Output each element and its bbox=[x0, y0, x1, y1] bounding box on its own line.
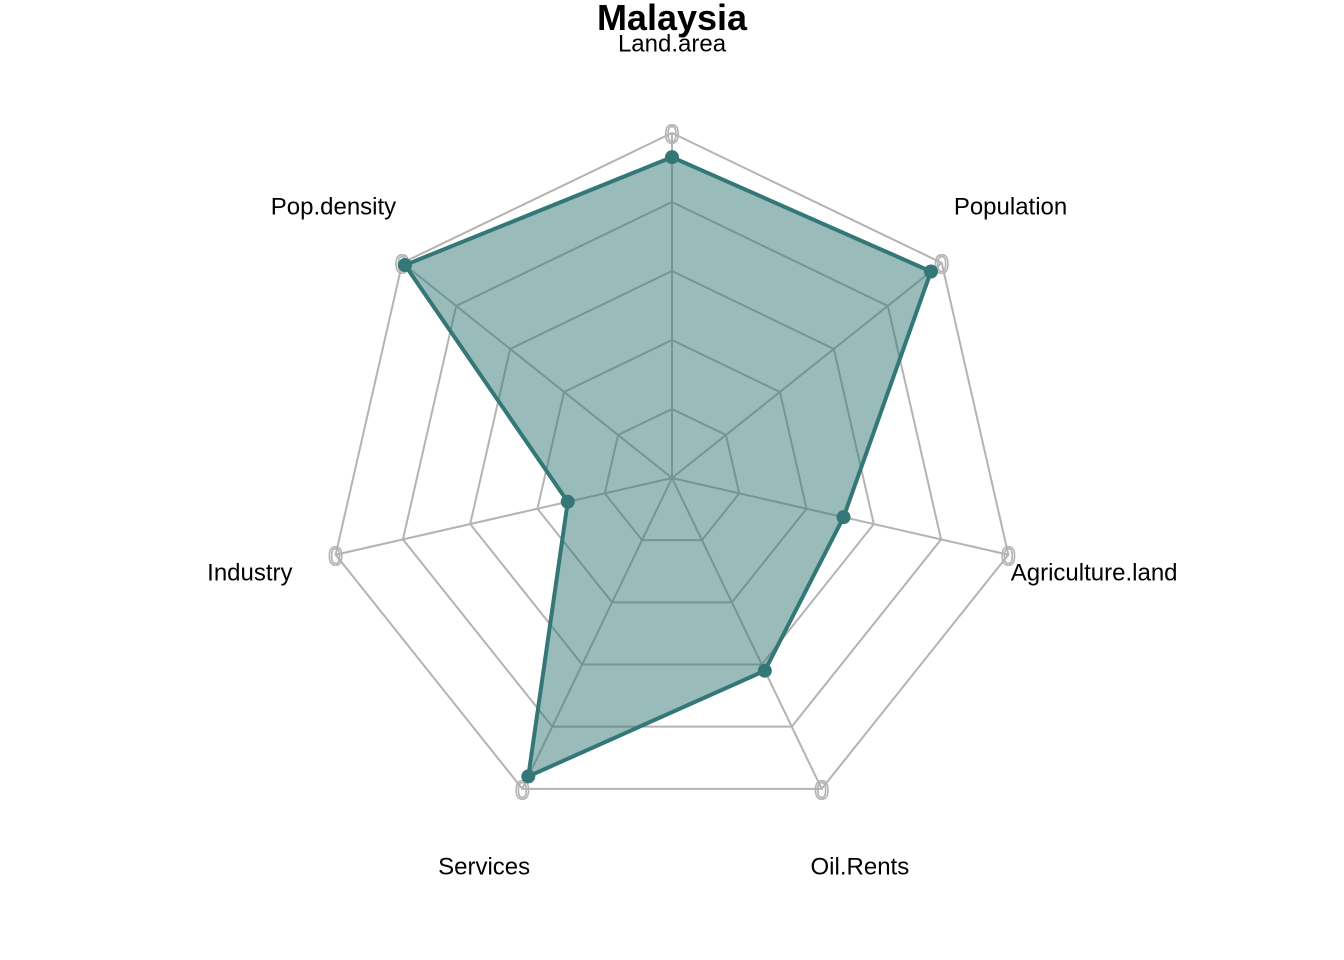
axis-label-land-area: Land.area bbox=[618, 30, 727, 57]
radar-axis-labels: Land.area Population Agriculture.land Oil.R… bbox=[207, 30, 1177, 880]
data-point-services bbox=[521, 769, 536, 784]
ring-label-3: 0 bbox=[1001, 541, 1015, 571]
data-point-oil-rents bbox=[757, 663, 772, 678]
axis-label-services: Services bbox=[438, 853, 530, 880]
ring-label-4: 0 bbox=[814, 775, 828, 805]
axis-label-oil-rents: Oil.Rents bbox=[811, 853, 910, 880]
data-point-pop-density bbox=[397, 258, 412, 273]
ring-label-6: 0 bbox=[328, 541, 342, 571]
grid-ring-5 bbox=[334, 131, 1010, 790]
axis-label-population: Population bbox=[954, 193, 1067, 220]
series-area-1 bbox=[402, 155, 933, 779]
chart-title: Malaysia bbox=[596, 0, 748, 38]
axis-label-industry: Industry bbox=[207, 560, 292, 587]
radar-ring-labels: 0000000 bbox=[328, 118, 1017, 805]
axis-label-agriculture-land: Agriculture.land bbox=[1011, 560, 1178, 587]
data-point-land-area bbox=[665, 150, 679, 165]
data-point-industry bbox=[560, 494, 575, 509]
data-point-population bbox=[923, 264, 938, 279]
radar-series bbox=[397, 150, 938, 784]
data-point-agriculture-land bbox=[836, 510, 851, 525]
axis-label-pop-density: Pop.density bbox=[271, 193, 396, 220]
ring-label-1: 0 bbox=[665, 119, 679, 149]
